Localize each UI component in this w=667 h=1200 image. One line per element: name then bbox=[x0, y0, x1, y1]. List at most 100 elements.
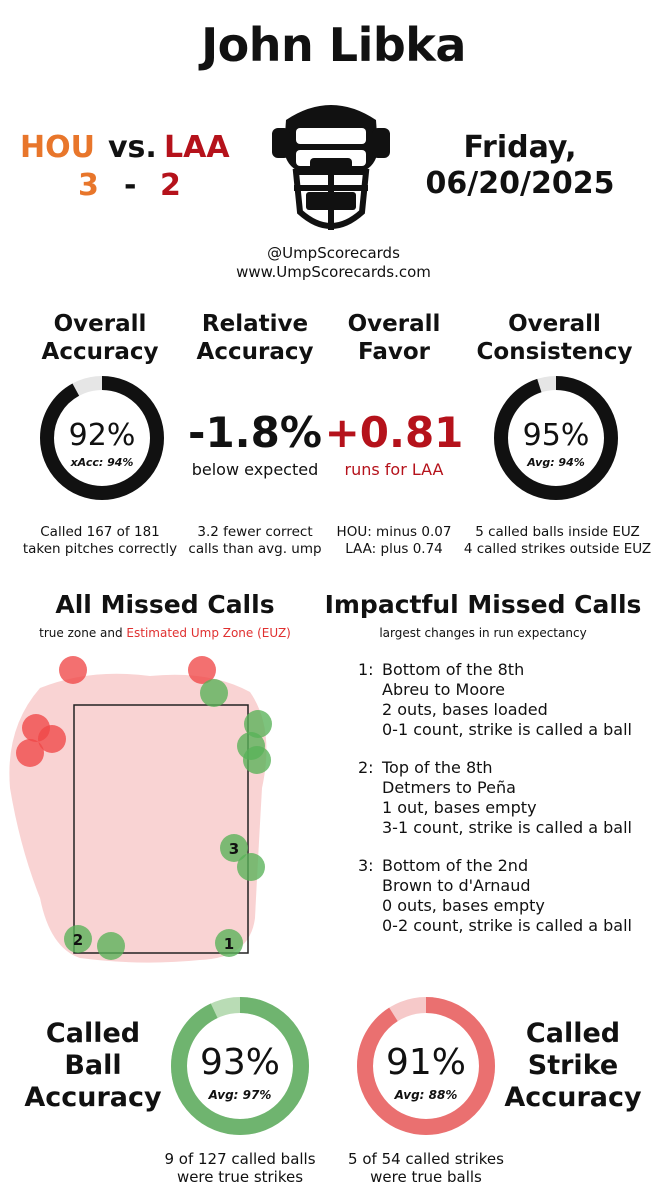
missed-call-point bbox=[64, 925, 92, 953]
favor-value: +0.81 bbox=[324, 408, 464, 457]
missed-call-point bbox=[188, 656, 216, 684]
missed-call-point bbox=[38, 725, 66, 753]
called-ball-heading-line2: Ball bbox=[64, 1050, 122, 1081]
impactful-situation: 0 outs, bases empty bbox=[382, 896, 545, 915]
called-strike-heading-line2: Strike bbox=[527, 1050, 619, 1081]
umpire-name: John Libka bbox=[201, 18, 466, 72]
vs-label: vs. bbox=[108, 130, 157, 165]
missed-call-point bbox=[237, 853, 265, 881]
home-score: 2 bbox=[160, 168, 181, 203]
missed-call-point bbox=[97, 932, 125, 960]
missed-calls-sub-plain: true zone and bbox=[39, 626, 127, 640]
missed-call-point bbox=[215, 929, 243, 957]
consistency-heading-line2: Consistency bbox=[476, 339, 633, 365]
consistency-value: 95% bbox=[522, 418, 590, 453]
relative-note-line2: calls than avg. ump bbox=[188, 541, 322, 557]
called-strike-ring bbox=[356, 996, 496, 1136]
called-ball-note-line1: 9 of 127 called balls bbox=[164, 1150, 316, 1168]
favor-sub: runs for LAA bbox=[344, 460, 444, 479]
impactful-num: 3: bbox=[358, 856, 374, 875]
missed-calls-sub-euz: Estimated Ump Zone (EUZ) bbox=[126, 626, 291, 640]
consistency-note-line1: 5 called balls inside EUZ bbox=[475, 524, 640, 540]
missed-calls-sub: true zone and Estimated Ump Zone (EUZ) bbox=[10, 626, 320, 640]
accuracy-heading-line2: Accuracy bbox=[41, 339, 159, 365]
called-ball-ring bbox=[170, 996, 310, 1136]
favor-heading-line1: Overall bbox=[347, 311, 441, 337]
called-ball-avg: Avg: 97% bbox=[208, 1088, 272, 1102]
called-ball-heading-line3: Accuracy bbox=[24, 1082, 162, 1113]
called-ball-note: 9 of 127 called balls were true strikes bbox=[140, 1150, 340, 1186]
home-team: LAA bbox=[164, 130, 230, 165]
relative-heading: Relative Accuracy bbox=[180, 310, 330, 366]
impactful-heading: Impactful Missed Calls bbox=[324, 590, 642, 619]
called-strike-avg: Avg: 88% bbox=[394, 1088, 458, 1102]
called-ball-heading-line1: Called bbox=[45, 1018, 141, 1049]
called-strike-note-line2: were true balls bbox=[370, 1168, 482, 1186]
favor-note-line1: HOU: minus 0.07 bbox=[336, 524, 452, 540]
missed-call-point bbox=[59, 656, 87, 684]
impactful-situation: 2 outs, bases loaded bbox=[382, 700, 548, 719]
favor-note-line2: LAA: plus 0.74 bbox=[345, 541, 443, 557]
accuracy-note-line1: Called 167 of 181 bbox=[40, 524, 160, 540]
missed-marker-1: 1 bbox=[224, 935, 234, 953]
favor-heading: Overall Favor bbox=[326, 310, 462, 366]
relative-heading-line2: Accuracy bbox=[196, 339, 314, 365]
consistency-heading: Overall Consistency bbox=[462, 310, 647, 366]
accuracy-ring bbox=[38, 374, 166, 502]
away-team: HOU bbox=[20, 130, 95, 165]
consistency-heading-line1: Overall bbox=[508, 311, 601, 337]
relative-value: -1.8% bbox=[188, 408, 322, 457]
impactful-situation: 1 out, bases empty bbox=[382, 798, 537, 817]
called-ball-heading: Called Ball Accuracy bbox=[18, 1018, 168, 1114]
impactful-num: 1: bbox=[358, 660, 374, 679]
favor-note: HOU: minus 0.07 LAA: plus 0.74 bbox=[326, 524, 462, 558]
missed-marker-2: 2 bbox=[73, 931, 83, 949]
accuracy-note-line2: taken pitches correctly bbox=[22, 541, 178, 557]
away-score: 3 bbox=[78, 168, 99, 203]
impactful-item-3: 3: Bottom of the 2nd Brown to d'Arnaud 0… bbox=[358, 856, 658, 936]
missed-calls-plot: 1 2 3 bbox=[0, 648, 310, 978]
called-strike-heading-line1: Called bbox=[525, 1018, 621, 1049]
consistency-note: 5 called balls inside EUZ 4 called strik… bbox=[460, 524, 655, 558]
accuracy-value: 92% bbox=[68, 418, 136, 453]
missed-calls-heading: All Missed Calls bbox=[55, 590, 275, 619]
euz-region bbox=[9, 673, 267, 963]
relative-heading-line1: Relative bbox=[201, 311, 309, 337]
impactful-count: 0-2 count, strike is called a ball bbox=[382, 916, 632, 935]
relative-note: 3.2 fewer correct calls than avg. ump bbox=[180, 524, 330, 558]
impactful-inning: Bottom of the 2nd bbox=[382, 856, 529, 875]
consistency-ring bbox=[492, 374, 620, 502]
impactful-sub: largest changes in run expectancy bbox=[379, 626, 587, 640]
missed-call-point bbox=[244, 710, 272, 738]
score-dash: - bbox=[124, 168, 137, 203]
relative-note-line1: 3.2 fewer correct bbox=[197, 524, 313, 540]
twitter-handle: @UmpScorecards bbox=[267, 244, 400, 262]
missed-call-point bbox=[243, 746, 271, 774]
accuracy-heading: Overall Accuracy bbox=[20, 310, 180, 366]
missed-marker-3: 3 bbox=[229, 840, 239, 858]
called-strike-note-line1: 5 of 54 called strikes bbox=[348, 1150, 504, 1168]
game-date: 06/20/2025 bbox=[425, 166, 615, 201]
accuracy-note: Called 167 of 181 taken pitches correctl… bbox=[10, 524, 190, 558]
missed-call-point bbox=[220, 834, 248, 862]
consistency-note-line2: 4 called strikes outside EUZ bbox=[463, 541, 652, 557]
impactful-item-1: 1: Bottom of the 8th Abreu to Moore 2 ou… bbox=[358, 660, 658, 740]
called-strike-heading-line3: Accuracy bbox=[504, 1082, 642, 1113]
missed-call-point bbox=[16, 739, 44, 767]
favor-heading-line2: Favor bbox=[357, 339, 431, 365]
accuracy-xacc: xAcc: 94% bbox=[70, 456, 134, 469]
impactful-inning: Top of the 8th bbox=[382, 758, 493, 777]
impactful-matchup: Brown to d'Arnaud bbox=[382, 876, 531, 895]
relative-sub: below expected bbox=[191, 460, 319, 479]
impactful-matchup: Detmers to Peña bbox=[382, 778, 516, 797]
impactful-matchup: Abreu to Moore bbox=[382, 680, 505, 699]
called-strike-heading: Called Strike Accuracy bbox=[498, 1018, 648, 1114]
called-ball-value: 93% bbox=[199, 1042, 280, 1083]
website: www.UmpScorecards.com bbox=[236, 263, 431, 281]
missed-call-point bbox=[200, 679, 228, 707]
game-date-day: Friday, bbox=[463, 130, 577, 165]
impactful-inning: Bottom of the 8th bbox=[382, 660, 525, 679]
called-strike-value: 91% bbox=[385, 1042, 466, 1083]
called-ball-note-line2: were true strikes bbox=[176, 1168, 304, 1186]
catcher-mask-icon bbox=[266, 92, 396, 240]
